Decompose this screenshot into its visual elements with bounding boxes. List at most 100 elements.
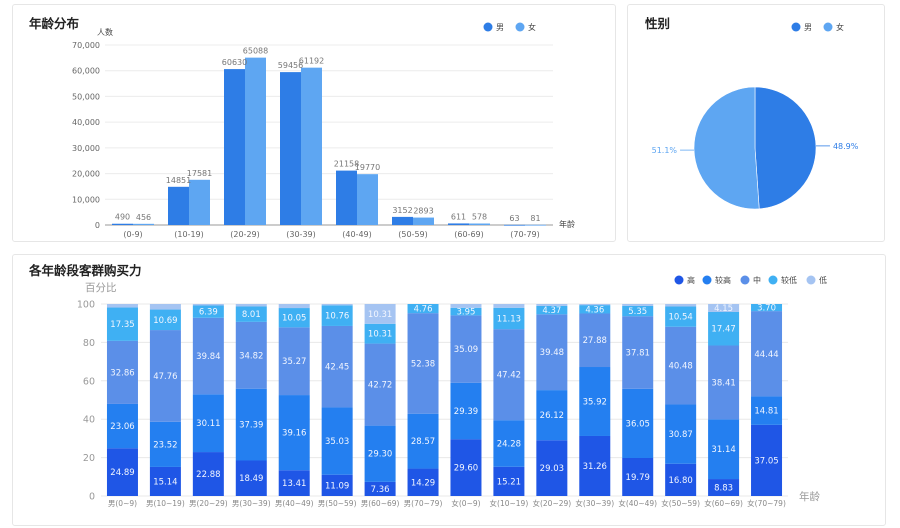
stack-segment-mid-low[interactable]	[321, 305, 353, 326]
stack-segment-low[interactable]	[321, 304, 353, 306]
stack-segment-mid-low[interactable]	[106, 307, 138, 341]
stack-segment-mid-low[interactable]	[708, 311, 740, 346]
stack-segment-high[interactable]	[364, 481, 396, 496]
stack-segment-mid[interactable]	[278, 327, 310, 396]
legend-female-label[interactable]: 女	[836, 22, 844, 32]
stack-segment-low[interactable]	[708, 304, 740, 312]
stack-segment-mid-high[interactable]	[450, 382, 482, 440]
stack-segment-low[interactable]	[450, 304, 482, 308]
stack-segment-mid-low[interactable]	[235, 306, 267, 322]
stack-segment-mid-low[interactable]	[751, 304, 783, 312]
male-bar[interactable]	[336, 170, 357, 225]
stack-segment-mid[interactable]	[407, 313, 439, 414]
stack-segment-mid-high[interactable]	[106, 403, 138, 449]
age-legend[interactable]: 男 女	[483, 22, 537, 32]
male-bar[interactable]	[504, 224, 525, 226]
stack-segment-low[interactable]	[579, 304, 611, 306]
legend-low-marker[interactable]	[806, 275, 816, 285]
male-bar[interactable]	[280, 72, 301, 225]
legend-male-label[interactable]: 男	[804, 23, 812, 32]
legend-male-marker[interactable]	[791, 22, 801, 32]
stack-segment-mid[interactable]	[751, 311, 783, 397]
legend-male-marker[interactable]	[483, 22, 493, 32]
male-bar[interactable]	[448, 223, 469, 225]
stack-segment-mid-low[interactable]	[149, 309, 181, 331]
male-bar[interactable]	[392, 216, 413, 225]
stack-segment-mid[interactable]	[493, 329, 525, 421]
stack-segment-high[interactable]	[536, 440, 568, 496]
stack-segment-high[interactable]	[278, 470, 310, 496]
stack-segment-mid-high[interactable]	[665, 404, 697, 464]
stack-segment-mid[interactable]	[665, 326, 697, 405]
stack-segment-mid[interactable]	[192, 317, 224, 395]
stack-segment-low[interactable]	[536, 304, 568, 306]
pie-slice-male[interactable]	[754, 86, 817, 210]
male-bar[interactable]	[112, 223, 133, 225]
stack-segment-high[interactable]	[708, 479, 740, 496]
female-bar[interactable]	[245, 57, 266, 225]
stack-segment-high[interactable]	[106, 448, 138, 496]
stack-segment-mid-low[interactable]	[665, 306, 697, 327]
legend-male-label[interactable]: 男	[496, 23, 504, 32]
female-bar[interactable]	[189, 179, 210, 225]
stack-segment-mid-high[interactable]	[278, 395, 310, 471]
stack-segment-mid-low[interactable]	[364, 323, 396, 344]
stack-segment-mid[interactable]	[106, 340, 138, 404]
stack-segment-mid-high[interactable]	[579, 367, 611, 436]
stack-segment-high[interactable]	[450, 439, 482, 496]
stack-segment-low[interactable]	[364, 304, 396, 324]
legend-high-marker[interactable]	[674, 275, 684, 285]
stack-segment-high[interactable]	[622, 458, 654, 496]
female-bar[interactable]	[525, 224, 546, 226]
stack-segment-high[interactable]	[407, 468, 439, 496]
stack-segment-mid-high[interactable]	[493, 420, 525, 467]
stack-segment-mid-high[interactable]	[192, 394, 224, 453]
stack-segment-high[interactable]	[579, 435, 611, 496]
stack-segment-mid[interactable]	[536, 314, 568, 391]
stack-segment-mid-low[interactable]	[493, 307, 525, 330]
stack-segment-high[interactable]	[321, 474, 353, 496]
female-bar[interactable]	[357, 174, 378, 225]
stack-segment-mid-high[interactable]	[622, 388, 654, 459]
female-bar[interactable]	[301, 67, 322, 225]
stack-segment-low[interactable]	[665, 304, 697, 307]
power-legend[interactable]: 高 较高 中 较低 低	[674, 275, 828, 285]
stack-segment-high[interactable]	[149, 466, 181, 496]
legend-mid-low-label[interactable]: 较低	[781, 275, 797, 285]
stack-segment-low[interactable]	[622, 304, 654, 306]
stack-segment-mid-high[interactable]	[751, 396, 783, 425]
stack-segment-mid-high[interactable]	[235, 388, 267, 461]
stack-segment-mid[interactable]	[235, 321, 267, 389]
stack-segment-mid-high[interactable]	[708, 419, 740, 480]
stack-segment-mid-low[interactable]	[278, 308, 310, 328]
stack-segment-low[interactable]	[235, 304, 267, 307]
male-bar[interactable]	[224, 69, 245, 225]
female-bar[interactable]	[469, 223, 490, 225]
legend-mid-marker[interactable]	[740, 275, 750, 285]
stack-segment-mid-high[interactable]	[407, 413, 439, 469]
stack-segment-high[interactable]	[192, 452, 224, 496]
gender-legend[interactable]: 男 女	[791, 22, 845, 32]
stack-segment-mid-low[interactable]	[579, 305, 611, 314]
stack-segment-mid[interactable]	[579, 313, 611, 368]
stack-segment-low[interactable]	[106, 304, 138, 308]
stack-segment-mid[interactable]	[364, 343, 396, 426]
stack-segment-low[interactable]	[149, 304, 181, 310]
legend-female-label[interactable]: 女	[528, 22, 536, 32]
female-bar[interactable]	[133, 223, 154, 225]
stack-segment-mid-low[interactable]	[450, 307, 482, 316]
stack-segment-mid-low[interactable]	[407, 304, 439, 314]
stack-segment-high[interactable]	[235, 460, 267, 496]
legend-mid-high-marker[interactable]	[702, 275, 712, 285]
stack-segment-high[interactable]	[751, 424, 783, 496]
stack-segment-mid[interactable]	[450, 315, 482, 383]
stack-segment-mid-high[interactable]	[321, 407, 353, 475]
stack-segment-mid-high[interactable]	[536, 390, 568, 441]
stack-segment-mid-low[interactable]	[536, 305, 568, 315]
stack-segment-mid[interactable]	[622, 316, 654, 389]
legend-mid-high-label[interactable]: 较高	[715, 275, 731, 285]
pie-slice-female[interactable]	[693, 86, 760, 210]
stack-segment-low[interactable]	[493, 304, 525, 308]
male-bar[interactable]	[168, 186, 189, 225]
female-bar[interactable]	[413, 217, 434, 225]
